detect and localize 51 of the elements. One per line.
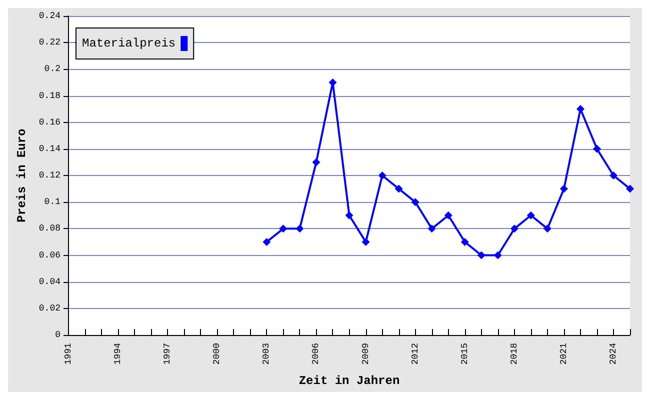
point bbox=[526, 211, 535, 220]
point bbox=[394, 184, 403, 193]
x-tick-label: 2012 bbox=[410, 343, 420, 365]
y-tick-label: 0.04 bbox=[38, 276, 61, 287]
y-tick-label: 0.16 bbox=[38, 117, 61, 128]
y-tick-label: 0.22 bbox=[38, 38, 61, 48]
point bbox=[543, 224, 552, 233]
y-tick-label: 0.02 bbox=[38, 303, 61, 314]
x-tick-label: 2021 bbox=[558, 343, 569, 365]
x-tick-label: 2018 bbox=[509, 343, 520, 365]
point bbox=[262, 238, 271, 246]
point bbox=[460, 238, 469, 246]
point bbox=[510, 224, 518, 233]
x-tick-label: 2015 bbox=[460, 343, 470, 365]
x-tick-label: 1997 bbox=[162, 343, 173, 365]
y-axis-title: Preis in Euro bbox=[15, 128, 29, 222]
point bbox=[296, 224, 304, 233]
point bbox=[328, 78, 337, 86]
x-tick-label: 2006 bbox=[311, 343, 322, 365]
point bbox=[626, 184, 634, 193]
y-tick-label: 0.08 bbox=[38, 224, 61, 234]
x-tick-label: 2009 bbox=[360, 343, 371, 365]
point bbox=[345, 211, 354, 220]
point bbox=[592, 144, 601, 153]
x-tick-label: 2000 bbox=[212, 343, 222, 365]
x-tick-label: 2003 bbox=[262, 343, 272, 365]
x-axis-title: Zeit in Jahren bbox=[298, 374, 400, 388]
point bbox=[411, 198, 420, 206]
y-tick-label: 0.06 bbox=[38, 250, 61, 260]
x-tick-label: 2024 bbox=[608, 343, 618, 365]
point bbox=[279, 224, 288, 233]
y-tick-label: 0.14 bbox=[38, 144, 61, 154]
y-tick-label: 0.24 bbox=[38, 11, 61, 21]
y-tick-label: 0.1 bbox=[44, 197, 61, 208]
point bbox=[560, 184, 568, 193]
y-tick-label: 0.12 bbox=[38, 170, 61, 180]
point bbox=[576, 105, 584, 114]
x-tick-label: 1991 bbox=[64, 343, 74, 365]
point bbox=[428, 224, 436, 233]
point bbox=[444, 211, 452, 220]
point bbox=[477, 251, 486, 260]
point bbox=[494, 251, 502, 260]
legend-label: Materialpreis bbox=[82, 36, 176, 50]
y-tick-label: 0 bbox=[55, 330, 61, 340]
y-tick-label: 0.2 bbox=[44, 64, 61, 74]
x-tick-label: 1994 bbox=[113, 343, 124, 365]
point bbox=[362, 238, 370, 246]
point bbox=[378, 172, 386, 180]
y-tick-label: 0.18 bbox=[38, 90, 61, 101]
point bbox=[609, 172, 618, 180]
point bbox=[312, 158, 320, 166]
